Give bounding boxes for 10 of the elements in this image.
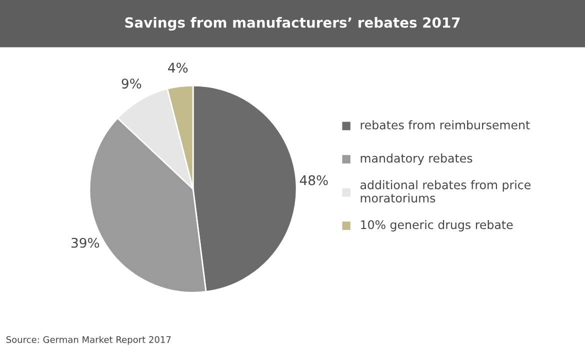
legend-label: mandatory rebates <box>360 154 472 165</box>
data-label: 39% <box>71 238 100 248</box>
data-label: 9% <box>122 78 142 89</box>
legend-label: 10% generic drugs rebate <box>361 220 513 232</box>
source-note: Source: German Market Report 2017 <box>6 336 171 345</box>
data-label: 4% <box>168 62 188 73</box>
chart-title: Savings from manufacturers’ rebates 2017 <box>125 17 460 31</box>
legend-label: rebates from reimbursement <box>360 120 530 130</box>
legend-label: additional rebates from price moratoriums <box>360 180 531 203</box>
data-label: 48% <box>300 175 328 186</box>
